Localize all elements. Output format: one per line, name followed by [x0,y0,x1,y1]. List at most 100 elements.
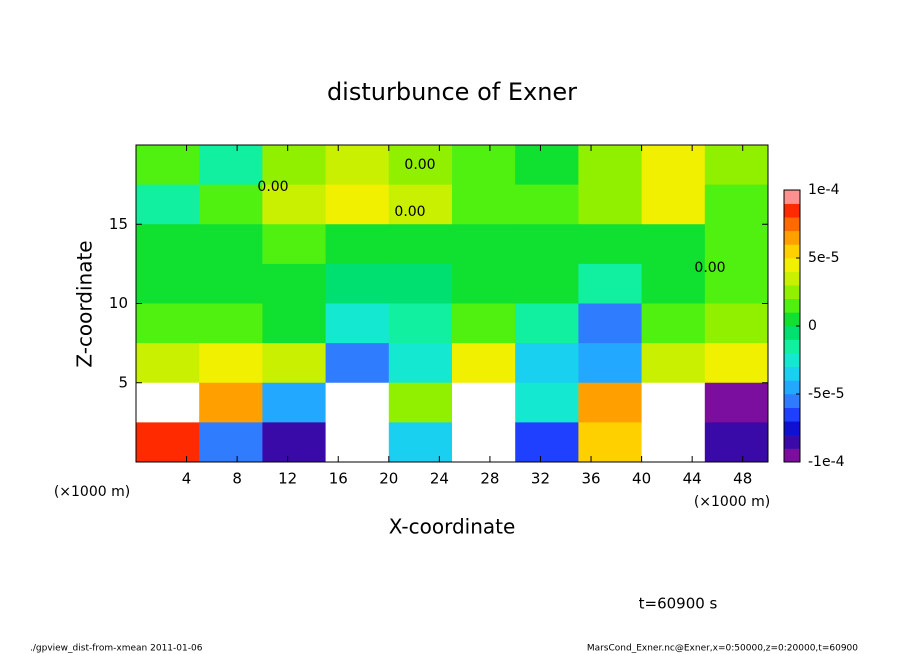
field-cell [136,343,200,384]
x-tick-label: 24 [430,470,449,488]
field-cell [578,303,643,344]
x-tick-label: 36 [581,470,600,488]
field-cell [388,382,453,423]
field-cell [578,422,643,463]
field-cell [641,145,706,186]
colorbar-band [784,380,800,395]
colorbar-band [784,326,800,340]
field-cell [262,343,327,384]
x-tick-label: 16 [329,470,348,488]
field-cell [452,145,516,186]
colorbar-band [784,244,800,259]
colorbar-tick-label: -5e-5 [808,386,845,402]
field-cell [515,184,579,225]
field-cell [199,303,263,344]
field-cell [325,224,390,265]
field-cell [199,263,263,304]
colorbar-band [784,448,800,463]
colorbar-tick-label: 1e-4 [808,182,840,198]
y-tick-label: 5 [118,373,128,391]
x-tick-label: 48 [733,470,752,488]
x-tick-label: 8 [232,470,242,488]
colorbar-band [784,394,800,408]
colorbar-band [784,230,800,245]
field-cell [452,303,516,344]
x-tick-label: 12 [278,470,297,488]
footer-left: ./gpview_dist-from-xmean 2011-01-06 [30,644,203,654]
colorbar-band [784,339,800,354]
field-cell [199,184,263,225]
colorbar-band [784,203,800,218]
colorbar-band [784,298,800,313]
contour-label: 0.00 [404,157,435,173]
field-cell [262,263,327,304]
field-cell [578,145,643,186]
field-cell [641,343,706,384]
x-tick-label: 32 [531,470,550,488]
colorbar-band [784,271,800,286]
field-cell [641,422,706,463]
field-cell [199,145,263,186]
field-cell [578,263,643,304]
field-cell [704,224,769,265]
field-cell [452,343,516,384]
field-cell [641,303,706,344]
field-cell [641,224,706,265]
field-cell [704,184,769,225]
field-cell [136,303,200,344]
field-cell [578,343,643,384]
field-cell [325,263,390,304]
field-cell [452,382,516,423]
field-cell [262,145,327,186]
field-cell [388,303,453,344]
field-cell [578,184,643,225]
field-cell [136,382,200,423]
x-axis-label: X-coordinate [389,515,516,539]
y-unit-label: (×1000 m) [54,484,130,500]
field-cell [452,263,516,304]
colorbar-band [784,312,800,327]
field-cell [515,224,579,265]
field-cell [388,422,453,463]
colorbar-tick-label: 0 [808,318,817,334]
colorbar-band [784,407,800,422]
chart-title: disturbunce of Exner [327,78,577,106]
colorbar-band [784,434,800,449]
field-cell [325,422,390,463]
field-cell [262,382,327,423]
colorbar-tick-label: 5e-5 [808,250,839,266]
field-cell [515,382,579,423]
field-cell [578,382,643,423]
contour-label: 0.00 [394,204,425,220]
y-tick-label: 15 [109,215,128,233]
field-cell [136,422,200,463]
colorbar-tick-label: -1e-4 [808,454,845,470]
field-cell [388,145,453,186]
colorbar-band [784,366,800,381]
x-unit-label: (×1000 m) [694,494,770,510]
colorbar-band [784,285,800,300]
field-cell [452,184,516,225]
field-cell [136,145,200,186]
field-cell [452,422,516,463]
field-cell [388,224,453,265]
field-cell [199,422,263,463]
field-cell [199,343,263,384]
field-cell [578,224,643,265]
colorbar-band [784,353,800,368]
field-cell [641,184,706,225]
field-cell [136,184,200,225]
colorbar-band [784,421,800,436]
field-cell [452,224,516,265]
footer-right: MarsCond_Exner.nc@Exner,x=0:50000,z=0:20… [587,644,858,654]
field-cell [704,422,769,463]
field-cell [388,184,453,225]
field-cell [515,263,579,304]
y-axis-label: Z-coordinate [73,240,97,367]
field-cell [262,422,327,463]
field-cell [388,263,453,304]
colorbar-band [784,217,800,232]
field-cell [641,382,706,423]
colorbar-band [784,190,800,204]
field-cell [136,224,200,265]
